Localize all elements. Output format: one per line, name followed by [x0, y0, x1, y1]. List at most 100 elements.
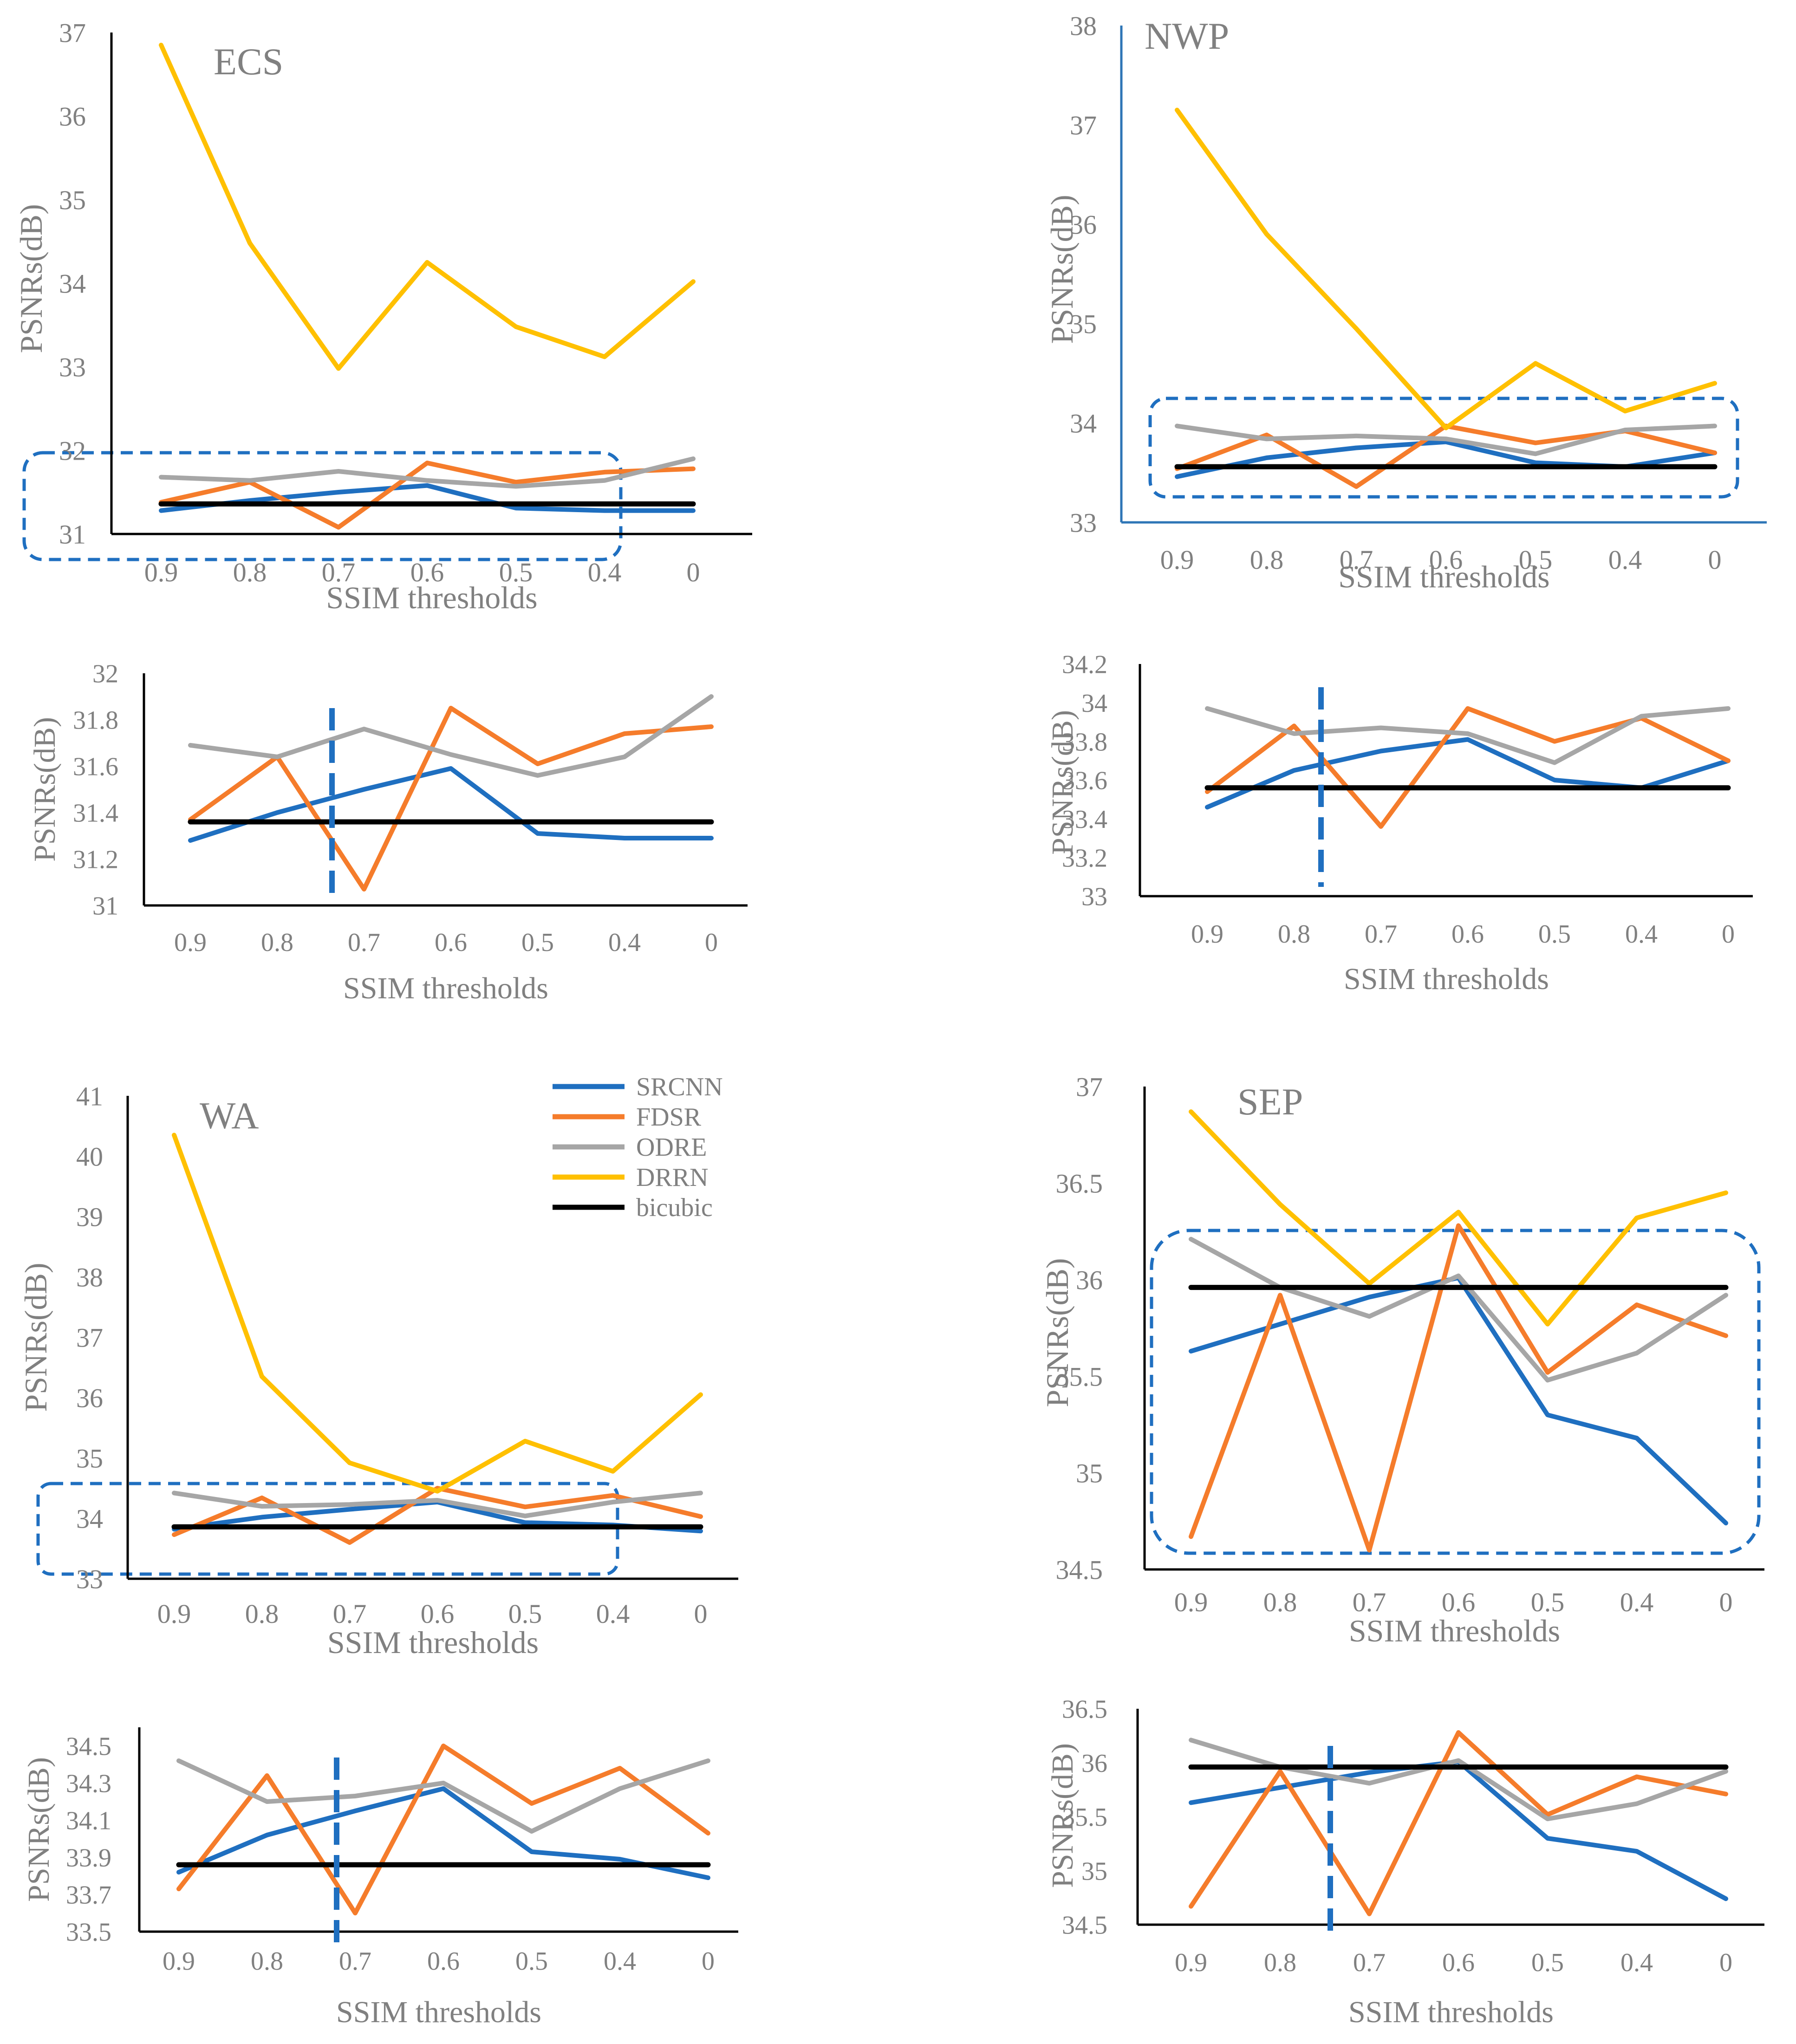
wa-main-ytick-label: 38 [76, 1262, 103, 1292]
ecs-zoom-ytick-label: 31.6 [73, 753, 118, 781]
ecs-main-xtick-label: 0.5 [499, 557, 533, 587]
nwp-zoom-ytick-label: 33.2 [1062, 844, 1107, 872]
nwp-main-ytick-label: 37 [1070, 110, 1097, 140]
wa-zoom-series-fdsr [176, 1744, 710, 1915]
sep-zoom-chart: 34.5 35 35.5 36 36.5 0.9 0.8 0.7 0.6 0.5 0.4 0 SSIM … [1046, 1695, 1764, 2029]
nwp-zoom-series-srcnn [1205, 737, 1731, 810]
ecs-zoom-chart: 31 31.2 31.4 31.6 31.8 32 0.9 0.8 0.7 0.6 0.5 0.4 0 S… [28, 660, 748, 1005]
ecs-zoom-ytick-label: 31.4 [73, 799, 118, 828]
nwp-main-series-srcnn [1175, 439, 1717, 479]
sep-main-ytick-label: 36 [1076, 1265, 1103, 1295]
nwp-zoom-xtick-label: 0.7 [1365, 920, 1397, 949]
nwp-main-ytick-label: 36 [1070, 209, 1097, 240]
sep-zoom-ytick-label: 36.5 [1062, 1695, 1107, 1724]
sep-main-xtick-label: 0.7 [1353, 1587, 1386, 1617]
wa-main-xlabel: SSIM thresholds [327, 1625, 539, 1660]
sep-main-ylabel: PSNRs(dB) [1040, 1258, 1075, 1407]
nwp-zoom-xtick-label: 0.8 [1278, 920, 1310, 949]
nwp-zoom-xtick-label: 0.4 [1625, 920, 1658, 949]
wa-main-ytick-label: 41 [76, 1081, 103, 1111]
ecs-zoom-series-fdsr [188, 706, 714, 892]
wa-main-series-drrn [172, 1133, 703, 1494]
sep-zoom-ylabel: PSNRs(dB) [1046, 1743, 1080, 1888]
sep-main-series-fdsr [1189, 1223, 1728, 1553]
ecs-main-xtick-label: 0.8 [233, 557, 267, 587]
wa-main-ytick-label: 34 [76, 1504, 103, 1534]
sep-zoom-ytick-label: 35 [1081, 1857, 1107, 1886]
ecs-main-ylabel: PSNRs(dB) [13, 204, 49, 353]
nwp-zoom-ytick-label: 34 [1081, 689, 1107, 718]
ecs-zoom-ylabel: PSNRs(dB) [28, 717, 62, 862]
ecs-zoom-xtick-label: 0.4 [608, 928, 641, 957]
nwp-zoom-xlabel: SSIM thresholds [1344, 962, 1549, 996]
nwp-zoom-series-odre [1205, 706, 1731, 765]
ecs-main-ytick-label: 35 [59, 185, 86, 215]
wa-main-ytick-label: 39 [76, 1202, 103, 1232]
sep-zoom-xtick-label: 0.9 [1175, 1948, 1207, 1977]
ecs-main-ytick-label: 34 [59, 268, 86, 299]
ecs-zoom-xtick-label: 0.8 [261, 928, 293, 957]
ecs-main-highlight-box [22, 451, 623, 561]
sep-main-xtick-label: 0 [1719, 1587, 1733, 1617]
wa-zoom-ytick-label: 33.7 [66, 1881, 111, 1910]
sep-zoom-ytick-label: 35.5 [1062, 1803, 1107, 1832]
ecs-zoom-xtick-label: 0.5 [521, 928, 554, 957]
sep-main-title: SEP [1237, 1081, 1303, 1123]
ecs-zoom-xtick-label: 0.7 [348, 928, 380, 957]
ecs-main-xtick-label: 0.4 [588, 557, 622, 587]
wa-zoom-chart: 33.5 33.7 33.9 34.1 34.3 34.5 0.9 0.8 0.7 0.6 0.5 0… [22, 1727, 738, 2029]
nwp-main-xtick-label: 0.8 [1250, 545, 1284, 575]
wa-zoom-ytick-label: 33.5 [66, 1918, 111, 1947]
ecs-main-ytick-label: 33 [59, 352, 86, 382]
sep-zoom-xlabel: SSIM thresholds [1348, 1995, 1554, 2029]
wa-zoom-xtick-label: 0.6 [427, 1947, 460, 1976]
nwp-main-xtick-label: 0.9 [1160, 545, 1194, 575]
nwp-main-xtick-label: 0.7 [1340, 545, 1373, 575]
nwp-main-xtick-label: 0 [1708, 545, 1722, 575]
wa-main-series-odre [172, 1491, 703, 1518]
wa-zoom-xtick-label: 0.5 [515, 1947, 548, 1976]
ecs-main-xlabel: SSIM thresholds [326, 580, 537, 615]
nwp-main-series-fdsr [1175, 423, 1717, 489]
wa-main-xtick-label: 0.7 [333, 1599, 367, 1629]
wa-zoom-xtick-label: 0.7 [339, 1947, 371, 1976]
nwp-main-series-drrn [1175, 107, 1717, 430]
ecs-zoom-ytick-label: 31.2 [73, 846, 118, 874]
wa-main-xtick-label: 0 [694, 1599, 708, 1629]
ecs-zoom-series-srcnn [188, 766, 714, 843]
wa-zoom-series-srcnn [176, 1786, 710, 1880]
sep-main-xtick-label: 0.9 [1174, 1587, 1208, 1617]
nwp-zoom-xtick-label: 0.6 [1451, 920, 1484, 949]
sep-zoom-series-fdsr [1189, 1730, 1728, 1916]
nwp-main-xlabel: SSIM thresholds [1338, 559, 1549, 594]
nwp-zoom-ytick-label: 33 [1081, 883, 1107, 911]
wa-zoom-series-odre [176, 1758, 710, 1834]
wa-main-xtick-label: 0.9 [157, 1599, 191, 1629]
nwp-zoom-xtick-label: 0 [1722, 920, 1735, 949]
nwp-main-ytick-label: 35 [1070, 309, 1097, 339]
sep-zoom-xtick-label: 0.6 [1442, 1948, 1475, 1977]
ecs-main-series-odre [159, 456, 696, 489]
wa-main-xtick-label: 0.8 [245, 1599, 279, 1629]
ecs-zoom-series-odre [188, 694, 714, 778]
nwp-main-xtick-label: 0.5 [1519, 545, 1553, 575]
wa-zoom-ytick-label: 33.9 [66, 1844, 111, 1873]
ecs-main-xtick-label: 0.9 [144, 557, 178, 587]
nwp-main-chart: 33 34 35 36 37 38 0.9 0.8 0.7 0.6 0.5 0.4 0 SSIM thre… [1044, 11, 1767, 594]
ecs-main-series-fdsr [159, 461, 696, 530]
sep-zoom-xtick-label: 0.4 [1620, 1948, 1653, 1977]
nwp-zoom-series-fdsr [1205, 706, 1731, 829]
ecs-main-ytick-label: 37 [59, 18, 86, 48]
wa-zoom-xtick-label: 0 [702, 1947, 715, 1976]
legend-label-odre: ODRE [636, 1133, 707, 1162]
legend-label-fdsr: FDSR [636, 1103, 702, 1132]
sep-main-chart: 34.5 35 35.5 36 36.5 37 0.9 0.8 0.7 0.6 0.5 0.4 0 SSI… [1040, 1072, 1764, 1648]
ecs-main-chart: 31 32 33 34 35 36 37 0.9 0.8 0.7 0.6 0.5 0.4 0 SSIM th… [13, 18, 752, 615]
ecs-main-series-srcnn [159, 483, 696, 513]
wa-main-chart: 33 34 35 36 37 38 39 40 41 0.9 0.8 0.7 0.6 0.5 0.4 0 SSI… [18, 1081, 738, 1660]
nwp-zoom-chart: 33 33.2 33.4 33.6 33.8 34 34.2 0.9 0.8 0.7 0.6 0.5 0… [1046, 651, 1753, 996]
wa-main-xtick-label: 0.4 [596, 1599, 630, 1629]
sep-main-series-drrn [1189, 1109, 1728, 1327]
wa-zoom-xtick-label: 0.9 [163, 1947, 195, 1976]
sep-main-ytick-label: 35.5 [1056, 1361, 1103, 1392]
